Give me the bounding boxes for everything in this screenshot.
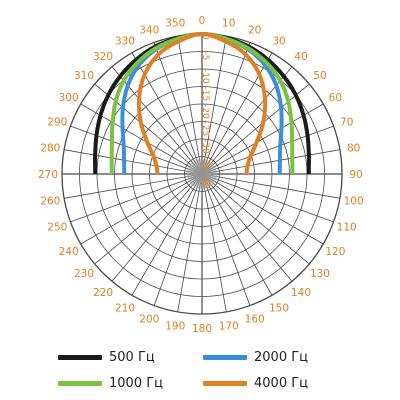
- radial-tick-label: -25: [200, 122, 210, 137]
- series-lines: [93, 32, 311, 175]
- angle-tick-label: 180: [192, 323, 212, 335]
- grid-spoke: [70, 125, 203, 175]
- angle-tick-label: 70: [340, 116, 353, 128]
- angle-tick-label: 140: [291, 287, 311, 299]
- angle-tick-label: 260: [40, 196, 60, 208]
- angle-tick-label: 30: [272, 36, 285, 48]
- grid-spoke: [94, 83, 203, 175]
- angle-tick-label: 300: [59, 92, 79, 104]
- grid-spoke: [201, 173, 310, 265]
- angle-tick-label: 310: [74, 70, 94, 82]
- grid-spoke: [201, 173, 334, 223]
- angle-tick-label: 110: [337, 222, 357, 234]
- angle-tick-label: 150: [269, 302, 289, 314]
- angle-tick-label: 280: [40, 142, 60, 154]
- center-hub: [187, 159, 217, 189]
- angle-tick-label: 10: [222, 17, 235, 29]
- grid-spoke: [201, 149, 340, 175]
- grid-spoke: [131, 173, 203, 296]
- grid-spoke: [201, 173, 293, 282]
- grid-spoke: [201, 36, 227, 175]
- grid-spoke: [70, 173, 203, 223]
- angle-tick-label: 160: [245, 314, 265, 326]
- grid-spoke: [111, 173, 203, 282]
- grid-spoke: [201, 173, 251, 306]
- angle-tick-label: 200: [139, 314, 159, 326]
- radial-tick-label: -15: [200, 87, 210, 102]
- radial-tick-label: 0: [200, 34, 210, 40]
- angle-tick-label: 350: [165, 17, 185, 29]
- grid-spoke: [201, 42, 251, 175]
- radial-tick-label: -30: [200, 139, 210, 154]
- angle-tick-label: 250: [47, 222, 67, 234]
- angle-tick-label: 60: [329, 92, 342, 104]
- grid-spoke: [80, 173, 203, 245]
- grid-spoke: [201, 83, 310, 175]
- radial-tick-label: -35: [200, 157, 210, 172]
- grid-spoke: [201, 173, 227, 312]
- angle-tick-label: 210: [115, 302, 135, 314]
- angle-tick-label: 170: [219, 321, 239, 333]
- series-line-4000-Гц: [136, 32, 268, 175]
- grid-spoke: [64, 173, 203, 199]
- angle-tick-label: 290: [47, 116, 67, 128]
- radial-tick-label: -20: [200, 104, 210, 119]
- angle-tick-label: 130: [310, 268, 330, 280]
- radial-tick-label: -10: [200, 69, 210, 84]
- grid-spoke: [201, 173, 340, 199]
- grid-spoke: [64, 149, 203, 175]
- angle-tick-label: 270: [38, 169, 58, 181]
- angle-tick-label: 20: [248, 24, 261, 36]
- grid-spoke: [177, 173, 203, 312]
- angle-tick-label: 330: [115, 36, 135, 48]
- radial-tick-label: -5: [200, 52, 210, 61]
- grid-spoke: [153, 42, 203, 175]
- angle-tick-label: 50: [313, 70, 326, 82]
- grid-spoke: [201, 173, 324, 245]
- angle-tick-label: 120: [325, 246, 345, 258]
- angle-tick-label: 80: [347, 142, 360, 154]
- angle-tick-label: 220: [93, 287, 113, 299]
- angle-tick-label: 320: [93, 51, 113, 63]
- grid-spoke: [177, 36, 203, 175]
- angle-tick-label: 230: [74, 268, 94, 280]
- angle-tick-label: 90: [349, 169, 362, 181]
- angle-tick-label: 340: [139, 24, 159, 36]
- grid-spoke: [201, 125, 334, 175]
- grid-spoke: [94, 173, 203, 265]
- angle-tick-label: 0: [199, 15, 206, 27]
- angle-tick-label: 190: [165, 321, 185, 333]
- radial-tick-labels: 0 -5 -10 -15 -20 -25 -30 -35 -40: [200, 34, 210, 189]
- grid-spoke: [153, 173, 203, 306]
- center-hub-inner: [193, 165, 211, 183]
- radial-tick-label: -40: [200, 174, 210, 189]
- angle-tick-label: 240: [59, 246, 79, 258]
- angle-tick-label: 100: [344, 196, 364, 208]
- grid-spoke: [201, 173, 273, 296]
- angle-tick-label: 40: [294, 51, 307, 63]
